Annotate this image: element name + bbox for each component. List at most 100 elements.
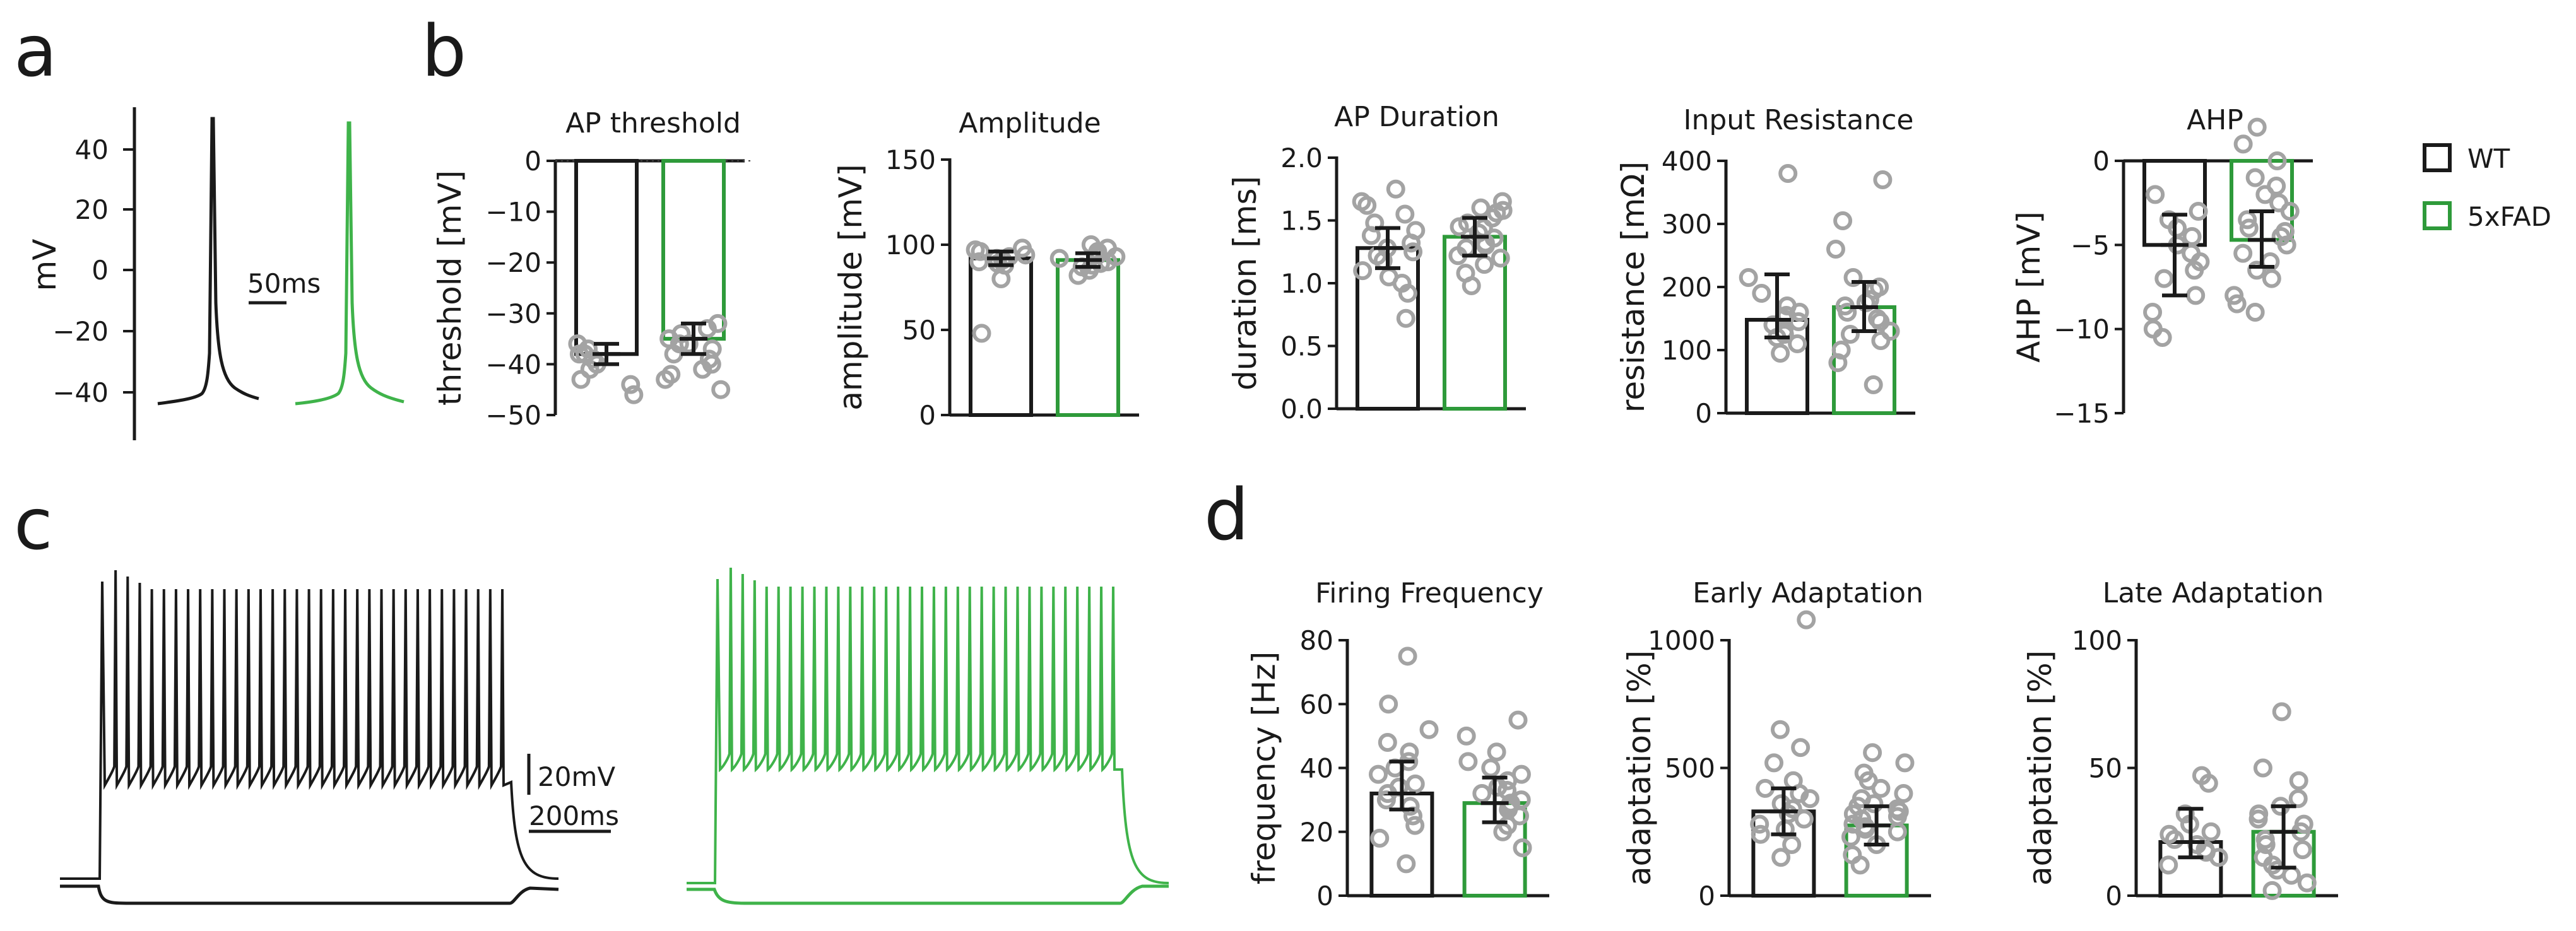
y-tick-label: 100 xyxy=(885,230,936,261)
data-point xyxy=(1395,204,1415,224)
chart-ahp: AHP AHP [mV] 0 −5 −10 −15 xyxy=(2011,104,2313,429)
data-point xyxy=(2143,303,2163,322)
data-point xyxy=(571,370,591,389)
data-point xyxy=(966,240,985,260)
data-point xyxy=(1739,268,1758,287)
data-point xyxy=(2262,881,2282,900)
data-point xyxy=(1386,179,1405,199)
data-point xyxy=(1751,824,1770,844)
bar-5xfad xyxy=(1056,258,1120,417)
data-point xyxy=(2192,766,2211,785)
wt-spike-train xyxy=(60,570,559,880)
chart-ylabel: amplitude [mV] xyxy=(832,164,869,410)
chart-ylabel: duration [ms] xyxy=(1227,176,1263,390)
data-point xyxy=(2289,771,2308,790)
y-tick-label: 0 xyxy=(524,146,541,177)
data-point xyxy=(1863,743,1882,763)
legend: WT 5xFAD xyxy=(2423,143,2551,232)
data-point xyxy=(2224,286,2244,305)
legend-wt-label: WT xyxy=(2467,143,2510,174)
panel-c: 20mV 200ms xyxy=(60,567,1169,905)
y-tick-label: 0 xyxy=(2105,881,2122,911)
data-point xyxy=(2182,243,2201,263)
bar-wt xyxy=(574,159,639,356)
data-point xyxy=(697,319,717,338)
panel-c-scale-label-voltage: 20mV xyxy=(538,761,615,792)
data-point xyxy=(1398,647,1417,666)
bar-wt xyxy=(969,256,1033,417)
data-point xyxy=(2247,117,2267,137)
y-tick-label: 80 xyxy=(1300,625,1333,656)
data-point xyxy=(1352,192,1371,211)
chart-early-adaptation: Early Adaptation adaptation [%] 0 500 1000 xyxy=(1621,577,1931,911)
data-point xyxy=(1491,249,1510,268)
y-tick-label: −15 xyxy=(2053,398,2110,429)
panel-a-ticklabel-20: 20 xyxy=(75,194,109,225)
y-tick-label: 0.5 xyxy=(1280,331,1323,362)
data-point xyxy=(1756,778,1775,798)
y-tick-label: 0 xyxy=(919,400,936,431)
data-point xyxy=(1493,201,1513,220)
data-point xyxy=(1794,809,1814,829)
data-point xyxy=(1419,720,1439,739)
data-point xyxy=(1771,848,1791,867)
data-point xyxy=(2269,193,2289,213)
chart-title: Input Resistance xyxy=(1683,104,1913,136)
y-tick-label: 400 xyxy=(1662,146,1712,177)
data-point xyxy=(2159,824,2179,844)
data-point xyxy=(1752,284,1771,303)
data-point xyxy=(575,344,594,364)
panel-a-ylabel: mV xyxy=(27,239,63,291)
chart-input-resistance: Input Resistance resistance [mΩ] 0 100 200 30… xyxy=(1615,104,1915,429)
data-point xyxy=(1498,780,1517,800)
data-point xyxy=(2146,185,2165,204)
data-point xyxy=(1511,764,1531,784)
y-tick-label: −50 xyxy=(485,400,541,431)
data-point xyxy=(2256,835,2276,854)
data-point xyxy=(1403,242,1423,262)
panel-a-ticklabel-0: 0 xyxy=(92,255,109,286)
data-point xyxy=(2201,822,2221,841)
data-point xyxy=(1091,254,1111,273)
data-point xyxy=(1841,827,1860,846)
chart-title: Early Adaptation xyxy=(1693,577,1923,609)
data-point xyxy=(1791,738,1811,758)
chart-ylabel: resistance [mΩ] xyxy=(1615,161,1651,413)
y-tick-label: 50 xyxy=(902,315,936,346)
y-tick-label: 150 xyxy=(885,144,936,175)
y-tick-label: 50 xyxy=(2089,753,2122,784)
data-point xyxy=(1508,710,1528,730)
data-point xyxy=(624,385,644,404)
data-point xyxy=(2247,261,2267,280)
panel-a-ticklabel-m20: −20 xyxy=(52,316,109,347)
data-point xyxy=(1894,784,1913,803)
y-tick-label: 300 xyxy=(1662,209,1712,240)
fad-ap-trace xyxy=(295,121,405,406)
panel-a-scale-label: 50ms xyxy=(247,268,321,299)
chart-title: Late Adaptation xyxy=(2103,577,2324,609)
data-point xyxy=(2185,261,2204,280)
data-point xyxy=(1750,814,1770,834)
chart-title: AP Duration xyxy=(1334,101,1499,133)
data-point xyxy=(1782,835,1802,854)
y-tick-label: −10 xyxy=(485,197,541,228)
data-point xyxy=(1871,331,1891,350)
data-point xyxy=(2253,758,2272,778)
data-point xyxy=(656,370,675,389)
data-point xyxy=(1353,261,1373,281)
data-point xyxy=(2159,855,2178,875)
y-tick-label: 1.0 xyxy=(1280,268,1323,299)
data-point xyxy=(1406,221,1426,240)
data-point xyxy=(2275,222,2295,241)
data-point xyxy=(1788,334,1807,353)
data-point xyxy=(1864,375,1883,394)
chart-ylabel: adaptation [%] xyxy=(1621,650,1658,886)
data-point xyxy=(2233,134,2253,154)
y-tick-label: 0 xyxy=(1695,398,1712,429)
data-point xyxy=(1873,170,1893,189)
y-tick-label: 60 xyxy=(1300,689,1333,720)
chart-amplitude: Amplitude amplitude [mV] 0 50 100 150 xyxy=(832,107,1139,431)
data-point xyxy=(2245,168,2265,187)
chart-title: Amplitude xyxy=(959,107,1101,139)
